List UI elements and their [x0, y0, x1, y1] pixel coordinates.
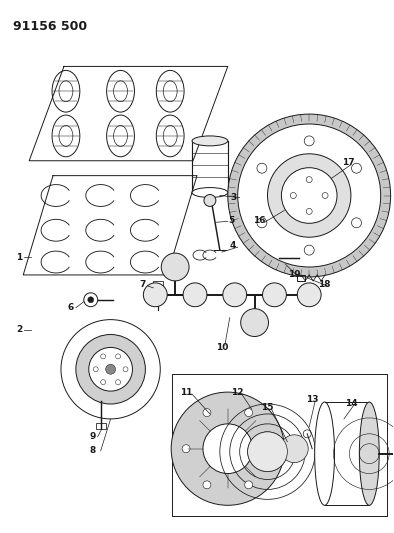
Circle shape	[306, 208, 312, 214]
Text: 12: 12	[231, 387, 244, 397]
Circle shape	[290, 192, 296, 198]
Circle shape	[182, 445, 190, 453]
Circle shape	[268, 154, 351, 237]
Circle shape	[238, 124, 381, 267]
Ellipse shape	[359, 402, 379, 505]
Circle shape	[204, 195, 216, 206]
Circle shape	[304, 136, 314, 146]
Text: 10: 10	[216, 343, 228, 352]
Circle shape	[61, 320, 160, 419]
Circle shape	[304, 245, 314, 255]
Circle shape	[89, 348, 132, 391]
Circle shape	[115, 354, 121, 359]
Text: 14: 14	[345, 399, 357, 408]
Circle shape	[248, 432, 287, 472]
Text: 7: 7	[139, 280, 145, 289]
Text: 17: 17	[342, 158, 354, 167]
Circle shape	[322, 192, 328, 198]
Circle shape	[115, 379, 121, 385]
Ellipse shape	[192, 188, 228, 198]
Circle shape	[351, 218, 361, 228]
Circle shape	[76, 335, 145, 404]
Circle shape	[161, 253, 189, 281]
Text: 8: 8	[89, 446, 96, 455]
Circle shape	[203, 409, 211, 417]
Circle shape	[228, 114, 390, 277]
Polygon shape	[29, 67, 228, 161]
Text: 18: 18	[318, 280, 330, 289]
Circle shape	[297, 283, 321, 306]
Text: 4: 4	[230, 241, 236, 249]
Circle shape	[143, 283, 167, 306]
Bar	[153, 281, 163, 289]
Circle shape	[101, 379, 106, 385]
Text: 19: 19	[288, 270, 301, 279]
Bar	[96, 423, 106, 429]
Bar	[172, 374, 387, 516]
Ellipse shape	[192, 136, 228, 146]
Text: 13: 13	[306, 394, 318, 403]
Circle shape	[203, 424, 253, 473]
Circle shape	[123, 367, 128, 372]
Bar	[297, 275, 305, 281]
Text: 9: 9	[89, 432, 96, 441]
Circle shape	[257, 163, 267, 173]
Text: 16: 16	[253, 216, 266, 225]
Text: 15: 15	[261, 402, 274, 411]
Circle shape	[281, 168, 337, 223]
Ellipse shape	[315, 402, 335, 505]
Circle shape	[88, 297, 94, 303]
Circle shape	[241, 309, 268, 336]
Circle shape	[203, 481, 211, 489]
Text: 1: 1	[16, 253, 22, 262]
Circle shape	[262, 283, 286, 306]
Text: 3: 3	[230, 193, 237, 202]
Circle shape	[106, 365, 115, 374]
Circle shape	[245, 409, 253, 417]
Circle shape	[101, 354, 106, 359]
Polygon shape	[23, 176, 197, 275]
Circle shape	[306, 176, 312, 183]
Circle shape	[223, 283, 247, 306]
Circle shape	[171, 392, 284, 505]
Text: 91156 500: 91156 500	[13, 20, 87, 33]
Text: 6: 6	[68, 303, 74, 312]
Circle shape	[257, 218, 267, 228]
Circle shape	[266, 445, 273, 453]
Circle shape	[281, 435, 308, 463]
Text: 2: 2	[16, 325, 22, 334]
Circle shape	[245, 481, 253, 489]
Circle shape	[351, 163, 361, 173]
Circle shape	[93, 367, 98, 372]
Text: 11: 11	[180, 387, 192, 397]
Circle shape	[84, 293, 98, 306]
Circle shape	[183, 283, 207, 306]
Text: 5: 5	[229, 216, 235, 225]
